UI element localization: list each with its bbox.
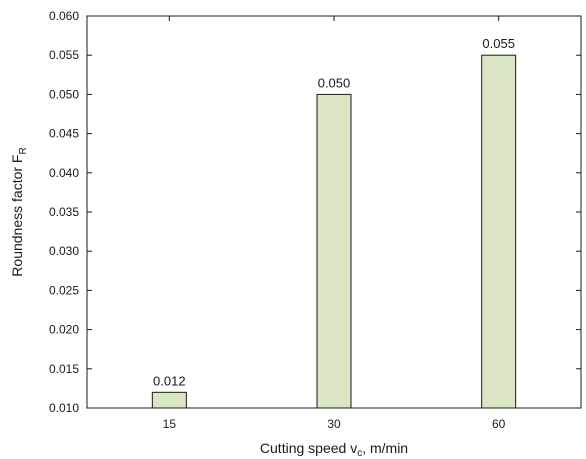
x-tick-label: 60 (492, 417, 506, 431)
data-label-30: 0.050 (318, 75, 351, 90)
y-tick-label: 0.010 (49, 401, 79, 415)
y-tick-label: 0.030 (49, 244, 79, 258)
x-tick-label: 30 (327, 417, 341, 431)
x-axis-ticks: 15 30 60 (163, 16, 506, 431)
bar-60 (481, 54, 517, 409)
y-tick-label: 0.025 (49, 283, 79, 297)
y-tick-label: 0.050 (49, 87, 79, 101)
y-tick-label: 0.055 (49, 48, 79, 62)
data-label-60: 0.055 (482, 36, 515, 51)
bar-30 (316, 93, 352, 409)
x-tick-label: 15 (163, 417, 177, 431)
bar-15 (151, 391, 187, 409)
y-tick-label: 0.060 (49, 9, 79, 23)
y-tick-label: 0.040 (49, 166, 79, 180)
y-axis-ticks: 0.010 0.015 0.020 0.025 0.030 0.035 0.040 0.045… (49, 9, 581, 415)
y-tick-label: 0.035 (49, 205, 79, 219)
y-tick-label: 0.045 (49, 127, 79, 141)
y-tick-label: 0.020 (49, 323, 79, 337)
y-tick-label: 0.015 (49, 362, 79, 376)
data-labels: 0.012 0.050 0.055 (153, 36, 515, 388)
data-label-15: 0.012 (153, 373, 186, 388)
bars (151, 54, 517, 409)
y-axis-title: Roundness factor FR (9, 147, 29, 276)
x-axis-title: Cutting speed vc, m/min (260, 440, 408, 459)
